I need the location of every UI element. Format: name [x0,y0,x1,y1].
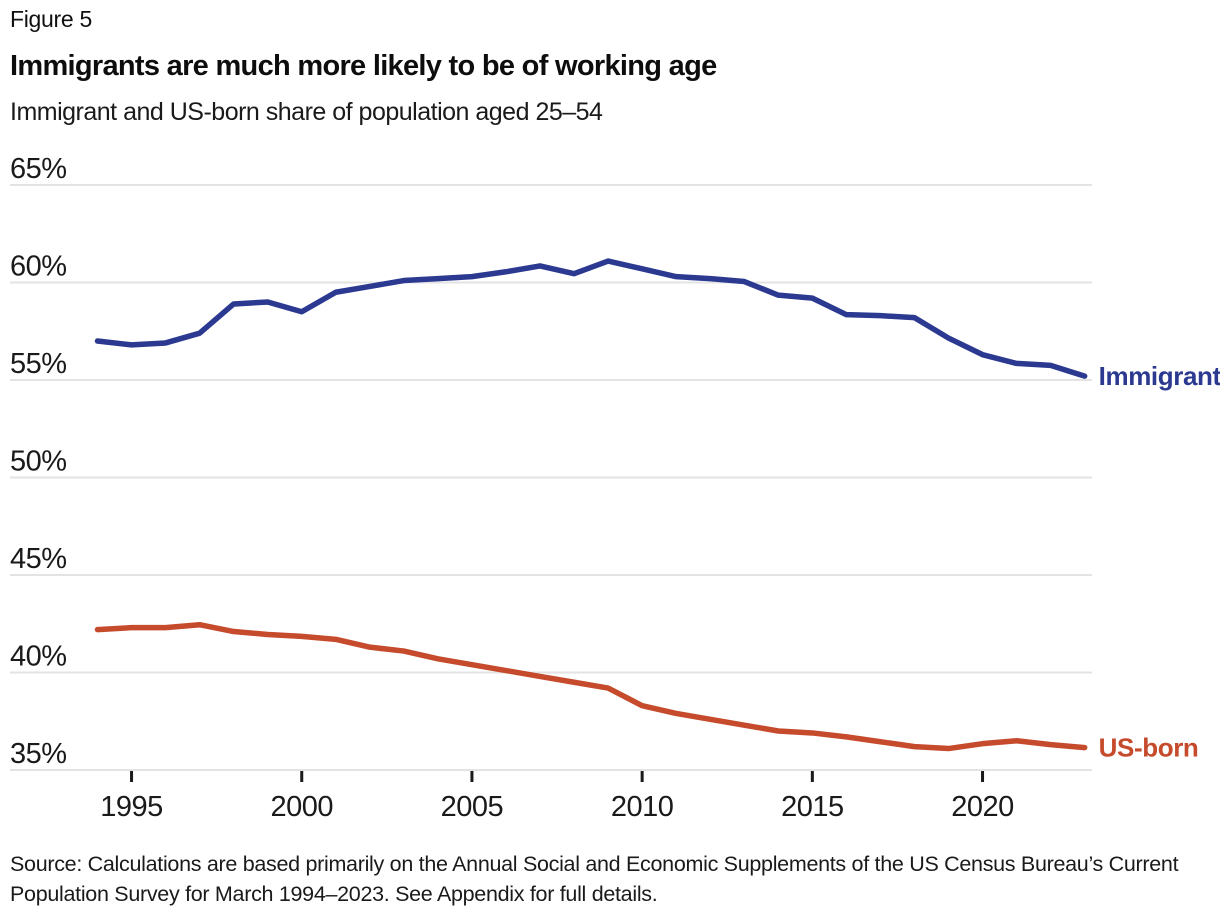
x-axis-label-2010: 2010 [611,791,674,823]
x-axis-label-1995: 1995 [100,791,163,823]
y-axis-label-50: 50% [10,446,67,478]
x-axis-label-2015: 2015 [781,791,844,823]
chart-title: Immigrants are much more likely to be of… [10,50,717,82]
source-note: Source: Calculations are based primarily… [10,852,1179,906]
y-axis-label-40: 40% [10,641,67,673]
chart-subtitle: Immigrant and US-born share of populatio… [10,98,603,126]
y-axis-label-35: 35% [10,738,67,770]
x-axis-label-2000: 2000 [270,791,333,823]
y-axis-label-45: 45% [10,543,67,575]
y-axis-label-55: 55% [10,348,67,380]
y-axis-label-60: 60% [10,251,67,283]
figure-label: Figure 5 [10,6,92,32]
us-born-line [94,621,1088,752]
y-axis-label-65: 65% [10,153,67,185]
x-axis-label-2020: 2020 [951,791,1014,823]
immigrant-line-label: Immigrant [1099,361,1220,391]
chart-svg: 65% 60% 55% 50% 45% 40% 35% 1995 2000 2005 2010 201… [10,153,1220,823]
us-born-line-label: US-born [1099,733,1199,763]
x-axis-label-2005: 2005 [441,791,504,823]
immigrant-line [94,258,1088,379]
